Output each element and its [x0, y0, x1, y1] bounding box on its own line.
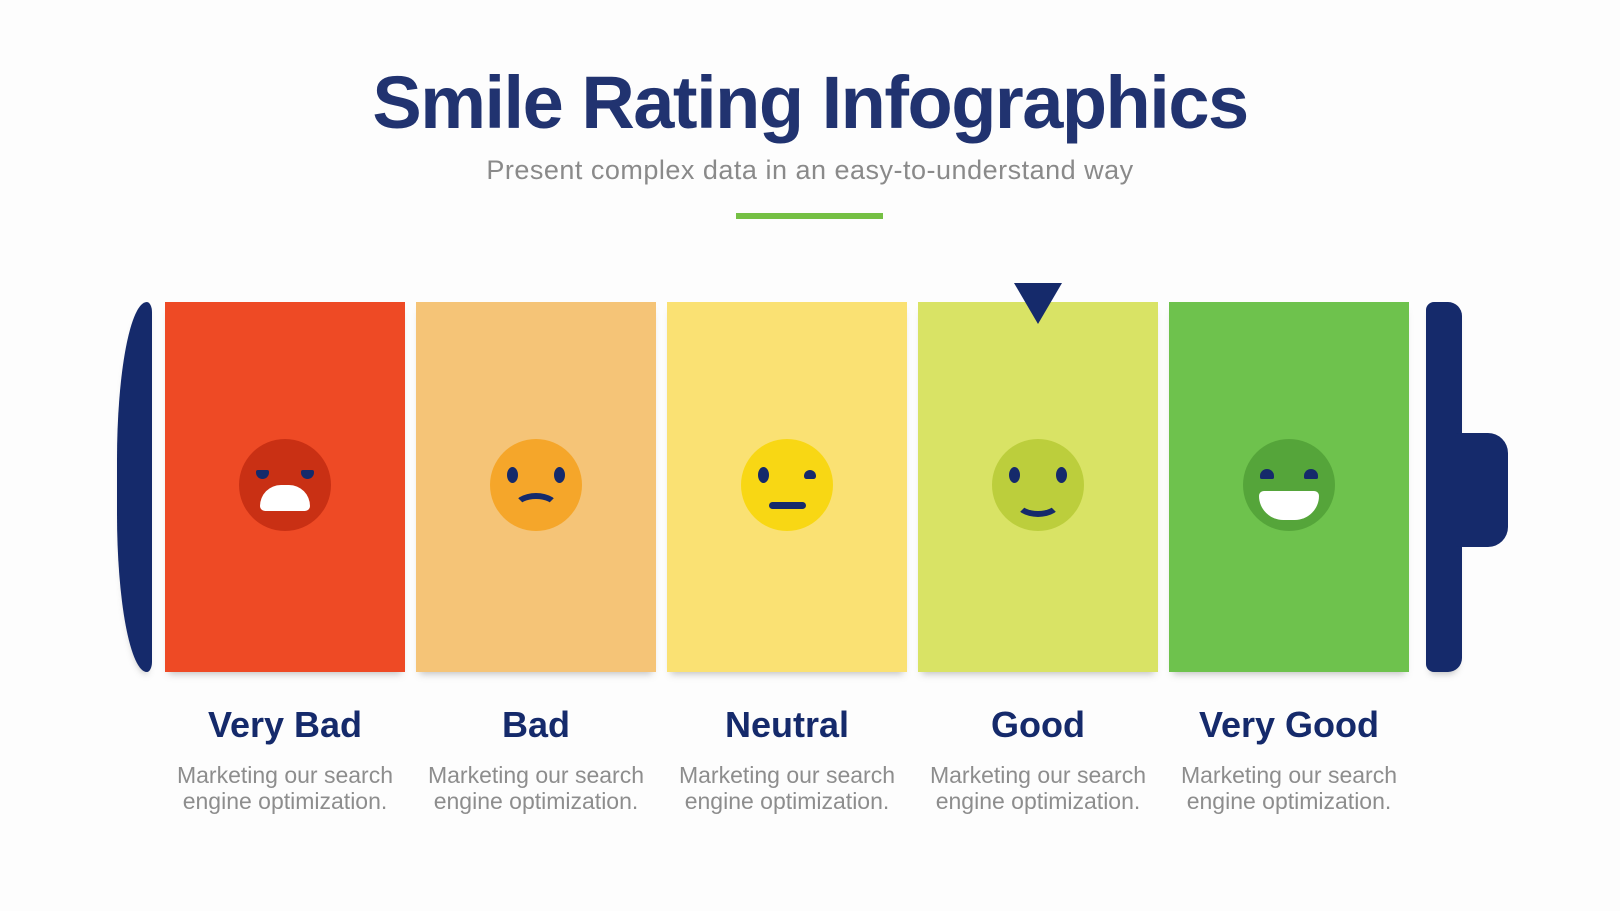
smiley-face-icon	[490, 439, 582, 531]
face-left-eye	[758, 467, 769, 483]
rating-card-neutral: Neutral Marketing our search engine opti…	[667, 302, 907, 862]
rating-label: Very Bad	[207, 704, 363, 745]
rating-label: Very Good	[1198, 704, 1380, 745]
face-left-eye	[256, 470, 269, 479]
rating-card-very-bad: Very Bad Marketing our search engine opt…	[165, 302, 405, 862]
selected-rating-pointer-icon	[1014, 283, 1062, 324]
face-right-eye	[1304, 469, 1318, 479]
page-subtitle: Present complex data in an easy-to-under…	[486, 155, 1134, 185]
face-mouth	[1015, 489, 1061, 517]
rating-label: Good	[991, 704, 1085, 745]
face-mouth	[1259, 491, 1319, 520]
rating-panel	[667, 302, 907, 672]
face-right-eye	[804, 470, 816, 479]
smiley-face-icon	[239, 439, 331, 531]
face-left-eye	[507, 467, 518, 483]
rating-panel	[1169, 302, 1409, 672]
rating-panel	[165, 302, 405, 672]
face-left-eye	[1260, 469, 1274, 479]
face-mouth	[769, 502, 806, 509]
page-title: Smile Rating Infographics	[372, 61, 1249, 144]
rating-description: Marketing our search engine optimization…	[929, 762, 1147, 814]
rating-description: Marketing our search engine optimization…	[678, 762, 896, 814]
battery-terminal-nub	[1455, 433, 1508, 547]
rating-label: Bad	[501, 704, 570, 745]
rating-card-bad: Bad Marketing our search engine optimiza…	[416, 302, 656, 862]
face-mouth	[513, 493, 559, 521]
rating-description: Marketing our search engine optimization…	[176, 762, 394, 814]
battery-left-cap	[117, 302, 152, 672]
rating-panel	[918, 302, 1158, 672]
face-right-eye	[301, 470, 314, 479]
face-right-eye	[554, 467, 565, 483]
smiley-face-icon	[741, 439, 833, 531]
rating-panel	[416, 302, 656, 672]
rating-description: Marketing our search engine optimization…	[427, 762, 645, 814]
face-right-eye	[1056, 467, 1067, 483]
rating-card-very-good: Very Good Marketing our search engine op…	[1169, 302, 1409, 862]
rating-description: Marketing our search engine optimization…	[1180, 762, 1398, 814]
smiley-face-icon	[1243, 439, 1335, 531]
face-mouth	[260, 485, 310, 511]
smiley-face-icon	[992, 439, 1084, 531]
rating-card-good: Good Marketing our search engine optimiz…	[918, 283, 1158, 862]
title-underline-divider	[736, 213, 883, 219]
rating-label: Neutral	[724, 704, 850, 745]
face-left-eye	[1009, 467, 1020, 483]
